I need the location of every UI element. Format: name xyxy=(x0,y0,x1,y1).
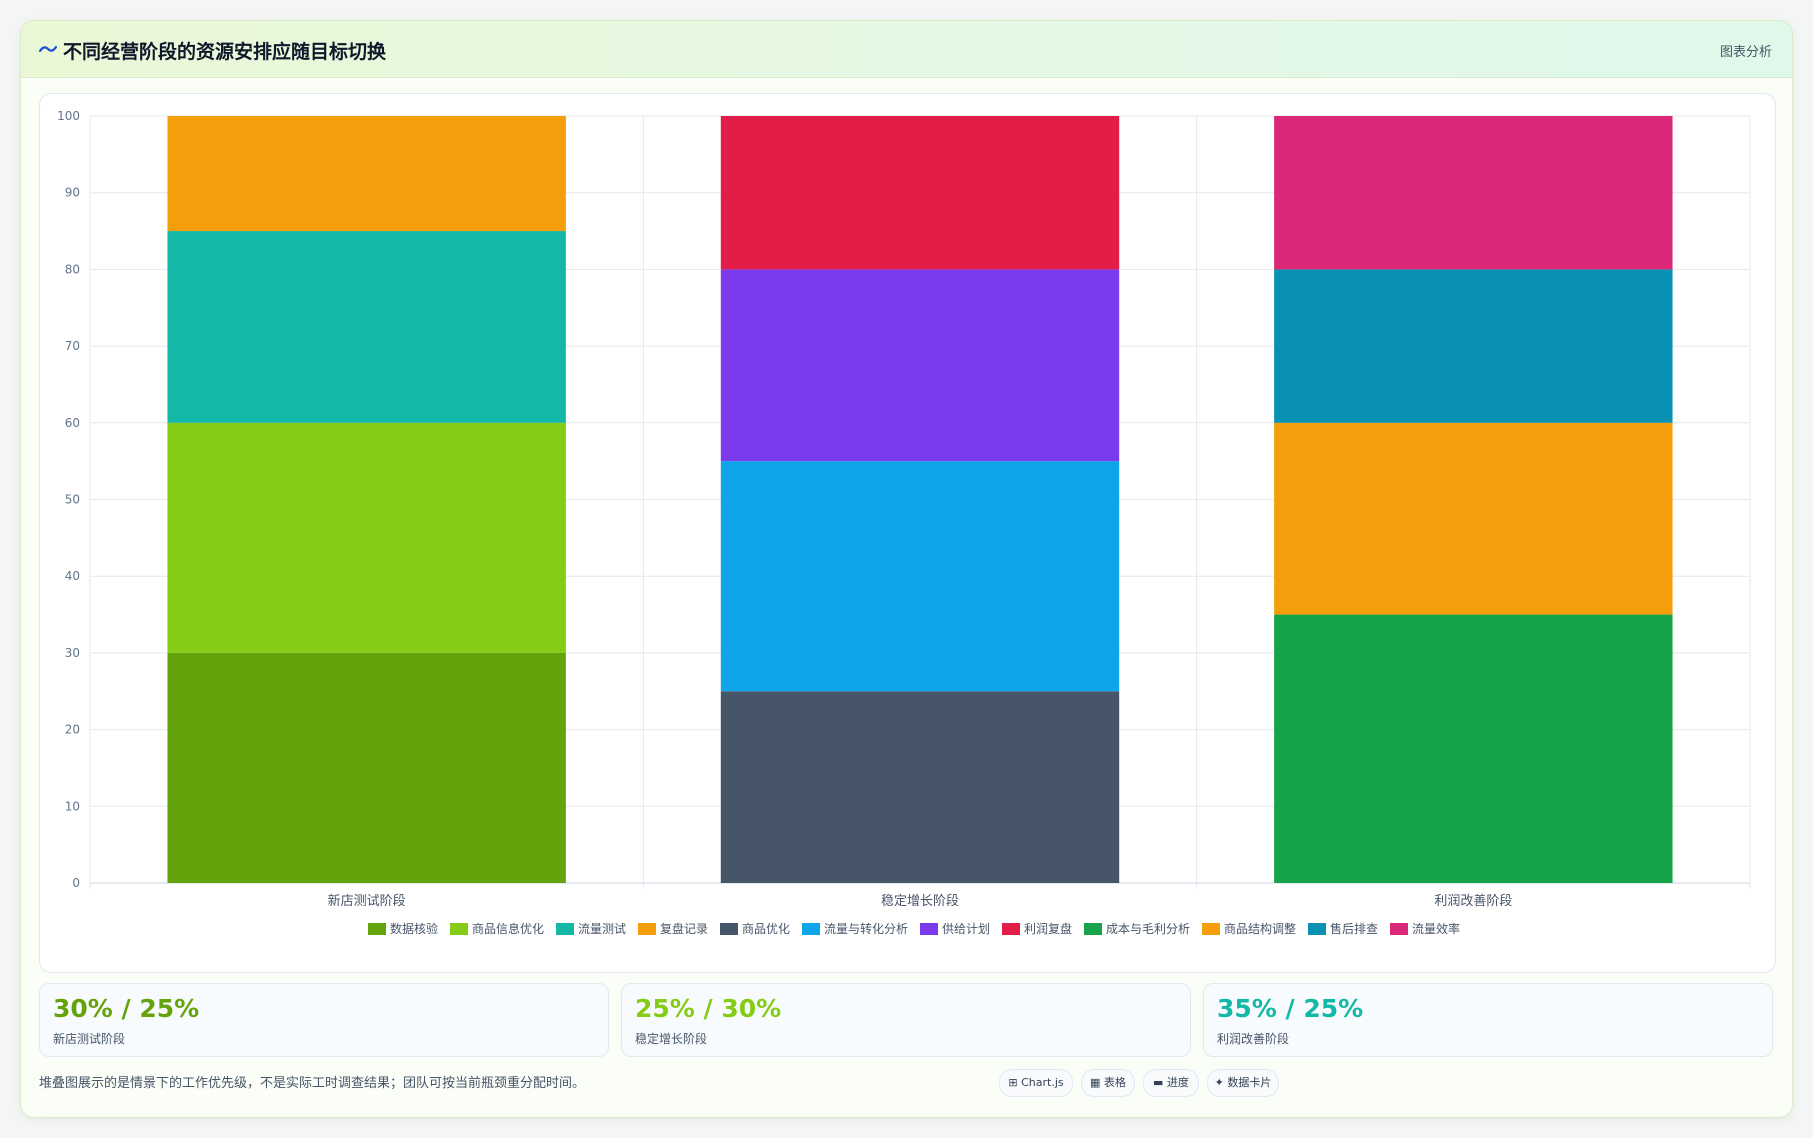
x-tick-label: 稳定增长阶段 xyxy=(881,893,959,909)
legend-swatch xyxy=(1002,923,1021,935)
data-card-chip[interactable]: ✦ 数据卡片 xyxy=(1207,1069,1279,1097)
y-tick-label: 50 xyxy=(65,493,80,507)
bar-segment xyxy=(720,691,1120,883)
y-tick-label: 0 xyxy=(72,876,80,890)
bar-segment xyxy=(167,231,566,423)
legend-label: 复盘记录 xyxy=(660,921,708,936)
legend-label: 利润复盘 xyxy=(1024,921,1072,936)
chart-analysis-label: 图表分析 xyxy=(1719,45,1772,60)
x-tick-label: 利润改善阶段 xyxy=(1434,893,1512,909)
legend-label: 售后排查 xyxy=(1330,921,1378,936)
stat-card-new-store: 30% / 25% 新店测试阶段 xyxy=(39,983,609,1057)
stacked-bar-chart: 0 10 20 30 40 50 60 70 80 90 100 新店测试阶段 稳定增长阶段 利润改善阶段… xyxy=(57,109,1751,936)
bar-segment xyxy=(1274,422,1673,615)
y-tick-label: 30 xyxy=(65,646,80,660)
stat-card-stable-growth: 25% / 30% 稳定增长阶段 xyxy=(621,983,1191,1057)
chartjs-chip[interactable]: ⊞ Chart.js xyxy=(999,1069,1073,1097)
chart-title: 不同经营阶段的资源安排应随目标切换 xyxy=(63,41,387,63)
bar-segment xyxy=(720,269,1120,462)
y-tick-label: 80 xyxy=(65,262,80,276)
legend-label: 流量效率 xyxy=(1412,921,1460,936)
legend-label: 流量测试 xyxy=(578,921,626,936)
progress-chip[interactable]: ▬ 进度 xyxy=(1143,1069,1199,1097)
bar-segment xyxy=(167,422,566,653)
legend-label: 流量与转化分析 xyxy=(824,921,908,936)
legend-swatch xyxy=(1084,923,1103,935)
y-tick-label: 100 xyxy=(57,109,80,123)
bar-segment xyxy=(720,461,1120,692)
bar-segment xyxy=(1274,269,1673,423)
stat-card-profit-improvement: 35% / 25% 利润改善阶段 xyxy=(1203,983,1773,1057)
legend-swatch xyxy=(1390,923,1409,935)
chart-panel: 0 10 20 30 40 50 60 70 80 90 100 新店测试阶段 稳定增长阶段 利润改善阶段… xyxy=(39,93,1776,973)
legend-swatch xyxy=(555,923,574,935)
bar-segment xyxy=(167,116,566,232)
bar-segment xyxy=(167,652,566,883)
legend-label: 商品信息优化 xyxy=(472,921,544,936)
legend-swatch xyxy=(449,923,468,935)
table-chip[interactable]: ▦ 表格 xyxy=(1081,1069,1135,1097)
stat-label: 稳定增长阶段 xyxy=(635,1032,708,1046)
legend-swatch xyxy=(1308,923,1327,935)
stat-value: 30% / 25% xyxy=(53,994,200,1023)
legend-label: 商品结构调整 xyxy=(1224,921,1296,936)
y-tick-label: 20 xyxy=(65,723,80,737)
bar-segment xyxy=(1274,116,1673,270)
legend-swatch xyxy=(920,923,938,935)
card-header: 不同经营阶段的资源安排应随目标切换 图表分析 xyxy=(21,21,1792,78)
y-tick-label: 40 xyxy=(65,569,80,583)
bar-segment xyxy=(720,116,1120,270)
footnote: 堆叠图展示的是情景下的工作优先级，不是实际工时调查结果；团队可按当前瓶颈重分配时… xyxy=(39,1076,586,1091)
legend-label: 数据核验 xyxy=(390,921,438,936)
stat-label: 利润改善阶段 xyxy=(1217,1032,1290,1046)
x-tick-label: 新店测试阶段 xyxy=(328,893,406,909)
stat-label: 新店测试阶段 xyxy=(53,1032,126,1046)
legend-label: 商品优化 xyxy=(742,921,790,936)
y-tick-label: 90 xyxy=(65,186,80,200)
legend-swatch xyxy=(801,923,820,935)
stat-value: 35% / 25% xyxy=(1217,994,1364,1023)
y-tick-label: 10 xyxy=(65,799,80,813)
stat-value: 25% / 30% xyxy=(635,994,782,1023)
y-tick-label: 70 xyxy=(65,339,80,353)
legend-label: 供给计划 xyxy=(942,922,990,936)
legend-swatch xyxy=(637,923,656,935)
legend-swatch xyxy=(719,923,738,935)
legend-swatch xyxy=(1202,923,1221,935)
wave-icon xyxy=(39,45,57,53)
chart-card: 不同经营阶段的资源安排应随目标切换 图表分析 0 10 20 30 40 50 60 70 80… xyxy=(20,20,1793,1118)
y-tick-label: 60 xyxy=(65,416,80,430)
bar-segment xyxy=(1274,614,1673,883)
legend-label: 成本与毛利分析 xyxy=(1106,922,1190,936)
legend-swatch xyxy=(367,923,386,935)
